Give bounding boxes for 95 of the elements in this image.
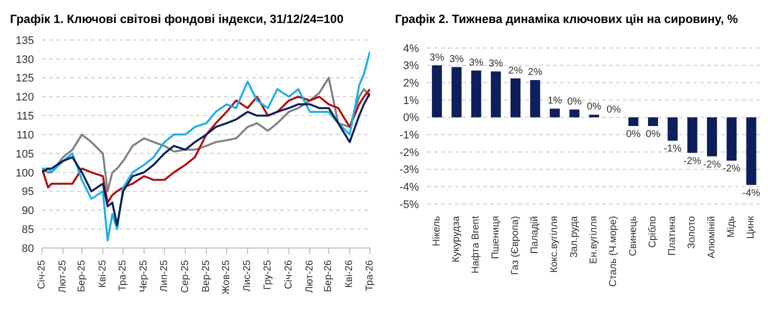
- x-tick-label: Кокс.вугілля: [549, 216, 560, 273]
- data-label: 3%: [430, 52, 444, 64]
- data-label: 3%: [468, 58, 484, 69]
- y-tick-label: 90: [22, 205, 34, 218]
- y-tick-label: 85: [22, 224, 34, 236]
- y-tick-label: -2%: [399, 146, 420, 159]
- x-tick-label: Ен.вугілля: [588, 216, 600, 264]
- y-tick-label: 130: [16, 54, 34, 66]
- data-label: -2%: [722, 164, 741, 175]
- bar: [510, 78, 520, 118]
- x-tick-label: Лип-25: [158, 260, 170, 292]
- x-tick-label: Золото: [686, 216, 698, 249]
- data-label: -1%: [664, 144, 682, 155]
- data-label: 3%: [488, 58, 504, 70]
- x-tick-label: Лис-25: [242, 260, 254, 292]
- bar: [687, 117, 698, 153]
- x-tick-label: Сер-25: [180, 260, 191, 293]
- bar: [589, 114, 600, 118]
- x-tick-label: Сталь (Ч.море): [608, 216, 620, 287]
- y-tick-label: 120: [16, 92, 34, 104]
- x-tick-label: Лют-26: [304, 260, 316, 293]
- x-tick-label: Газ (Європа): [510, 216, 521, 275]
- data-label: 0%: [646, 129, 660, 140]
- y-tick-label: 100: [16, 167, 34, 180]
- chart-title: Графік 1. Ключові світові фондові індекси, 31/12/24=100: [10, 12, 345, 26]
- x-tick-label: Тра-25: [118, 260, 129, 292]
- y-tick-label: -1%: [399, 130, 420, 142]
- data-label: 3%: [449, 54, 464, 66]
- bar: [746, 117, 756, 185]
- y-tick-label: 105: [16, 148, 34, 160]
- data-label: -2%: [683, 156, 702, 167]
- x-tick-label: Січ-25: [36, 260, 48, 290]
- data-label: 0%: [626, 129, 641, 140]
- y-tick-label: 4%: [403, 42, 420, 55]
- x-tick-label: Жов-25: [221, 260, 232, 294]
- bar: [471, 70, 482, 118]
- x-tick-label: Кукурудза: [450, 216, 462, 262]
- y-tick-label: -4%: [399, 182, 420, 194]
- y-tick-label: 1%: [403, 94, 420, 107]
- y-tick-label: 110: [16, 129, 34, 142]
- x-tick-label: Мідь: [726, 216, 738, 238]
- y-tick-label: 0%: [403, 112, 420, 124]
- x-tick-label: Тра-26: [364, 260, 376, 292]
- x-tick-label: Паладій: [530, 216, 541, 254]
- line-series: [42, 88, 370, 204]
- bar: [569, 110, 580, 118]
- y-tick-label: 135: [16, 34, 34, 47]
- data-label: -2%: [703, 159, 721, 170]
- y-tick-label: 3%: [403, 60, 420, 72]
- bar: [648, 117, 658, 126]
- bar: [726, 117, 737, 161]
- x-tick-label: Бер-26: [323, 260, 334, 292]
- data-label: 0%: [606, 104, 622, 116]
- line-series: [42, 50, 370, 242]
- x-tick-label: Січ-26: [283, 260, 294, 290]
- y-tick-label: -3%: [399, 164, 420, 176]
- bar: [432, 65, 442, 118]
- x-tick-label: Пшениця: [490, 216, 502, 260]
- y-tick-label: -5%: [399, 198, 420, 211]
- data-label: -4%: [742, 188, 760, 199]
- y-tick-label: 80: [22, 242, 34, 255]
- x-tick-label: Кві-26: [344, 260, 356, 288]
- data-label: 2%: [508, 65, 523, 76]
- bar: [550, 108, 560, 118]
- x-tick-label: Зал.руда: [568, 216, 580, 258]
- bar: [628, 117, 638, 126]
- bar: [530, 80, 540, 118]
- data-label: 1%: [548, 96, 562, 107]
- line-series: [42, 76, 370, 192]
- x-tick-label: Вер-25: [200, 260, 212, 292]
- x-tick-label: Гру-25: [262, 260, 274, 290]
- bar: [668, 117, 678, 141]
- data-label: 0%: [586, 102, 602, 113]
- bar: [706, 117, 717, 156]
- y-tick-label: 115: [16, 110, 34, 123]
- data-label: 0%: [567, 96, 582, 108]
- x-tick-label: Цинк: [746, 215, 757, 239]
- x-tick-label: Чер-25: [138, 260, 150, 292]
- x-tick-label: Нафта Brent: [470, 216, 482, 274]
- bar: [490, 71, 501, 118]
- x-tick-label: Нікель: [431, 216, 442, 246]
- chart-title: Графік 2. Тижнева динаміка ключових цін на сировину, %: [395, 12, 739, 26]
- bar: [452, 67, 462, 118]
- y-tick-label: 95: [22, 186, 34, 198]
- x-tick-label: Лют-25: [57, 260, 68, 293]
- x-tick-label: Алюміній: [706, 216, 718, 258]
- x-tick-label: Бер-25: [76, 260, 88, 292]
- data-label: 2%: [528, 67, 542, 78]
- x-tick-label: Срібло: [647, 216, 658, 248]
- line-series: [42, 92, 370, 226]
- y-tick-label: 2%: [403, 78, 420, 90]
- y-tick-label: 125: [16, 72, 34, 85]
- x-tick-label: Свинець: [628, 216, 639, 256]
- x-tick-label: Платина: [667, 216, 678, 256]
- x-tick-label: Кві-25: [97, 260, 108, 288]
